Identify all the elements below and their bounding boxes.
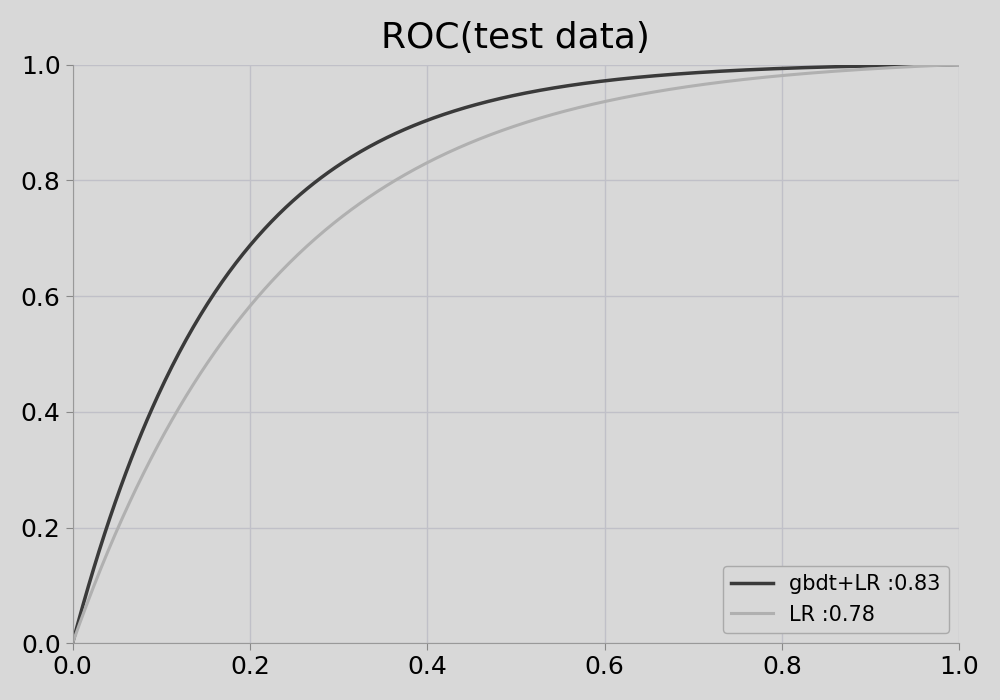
gbdt+LR :0.83 <box>793 64 805 72</box>
Line: LR :0.78: LR :0.78 <box>73 64 959 643</box>
gbdt+LR :0.83 <box>953 60 965 69</box>
LR :0.78 <box>488 130 500 138</box>
gbdt+LR :0.83 <box>67 639 79 648</box>
LR :0.78 <box>546 111 558 119</box>
Line: gbdt+LR :0.83: gbdt+LR :0.83 <box>73 64 959 643</box>
gbdt+LR :0.83 <box>488 96 500 104</box>
LR :0.78 <box>953 60 965 69</box>
LR :0.78 <box>932 61 944 69</box>
gbdt+LR :0.83 <box>546 84 558 92</box>
Legend: gbdt+LR :0.83, LR :0.78: gbdt+LR :0.83, LR :0.78 <box>722 566 949 633</box>
LR :0.78 <box>793 70 805 78</box>
LR :0.78 <box>594 98 606 106</box>
LR :0.78 <box>493 127 505 136</box>
gbdt+LR :0.83 <box>594 77 606 85</box>
gbdt+LR :0.83 <box>932 61 944 69</box>
Title: ROC(test data): ROC(test data) <box>381 21 650 55</box>
LR :0.78 <box>67 639 79 648</box>
gbdt+LR :0.83 <box>493 94 505 103</box>
